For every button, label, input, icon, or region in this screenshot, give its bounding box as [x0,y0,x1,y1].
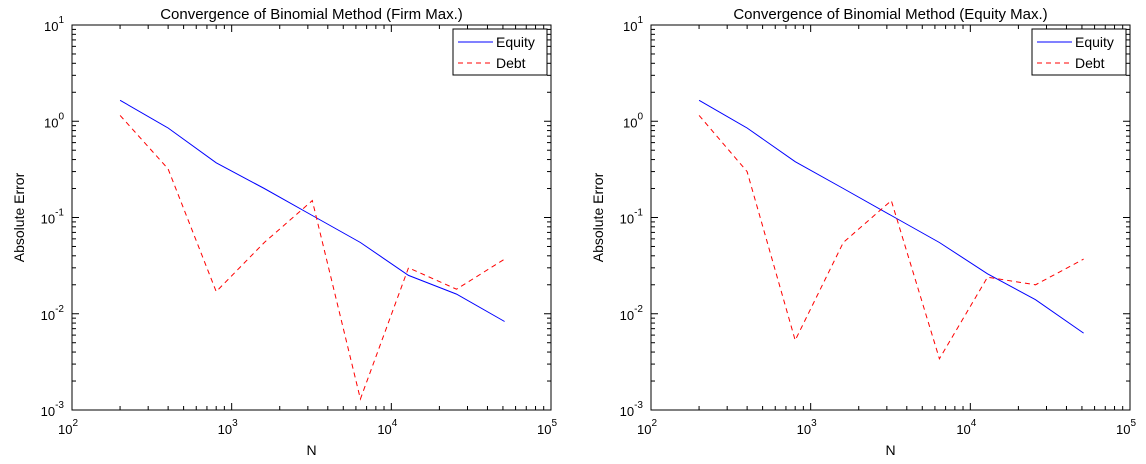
x-tick-label: 104 [956,418,976,437]
chart-title: Convergence of Binomial Method (Firm Max… [160,6,463,23]
left-chart-panel: Convergence of Binomial Method (Firm Max… [11,6,557,458]
y-tick-label: 10-3 [41,400,65,419]
axis-ticks: 102 103 104 105 10-3 10-2 10-1 100 101 [41,15,558,437]
chart-title: Convergence of Binomial Method (Equity M… [733,6,1047,23]
legend-label: Debt [496,55,526,71]
y-axis-label: Absolute Error [11,172,27,262]
x-tick-label: 104 [377,418,397,437]
series-lines [119,99,505,401]
y-tick-label: 101 [44,15,64,34]
legend-label: Equity [496,34,535,50]
y-tick-label: 10-3 [620,400,644,419]
y-axis-label: Absolute Error [590,172,606,262]
x-tick-label: 105 [537,418,557,437]
legend-box [1031,28,1127,76]
y-tick-label: 10-1 [41,208,65,227]
x-tick-label: 102 [58,418,78,437]
legend-label: Equity [1075,34,1114,50]
y-tick-label: 10-1 [620,208,644,227]
series-line-debt [119,115,505,401]
legend: Equity Debt [452,28,548,76]
legend: Equity Debt [1031,28,1127,76]
y-tick-label: 100 [44,111,64,130]
x-tick-label: 105 [1116,418,1136,437]
axis-ticks: 102 103 104 105 10-3 10-2 10-1 100 101 [620,15,1137,437]
series-lines [698,99,1084,361]
y-tick-label: 10-2 [620,304,644,323]
series-line-equity [119,99,505,322]
x-tick-label: 103 [797,418,817,437]
x-tick-label: 103 [218,418,238,437]
legend-label: Debt [1075,55,1105,71]
series-line-equity [698,99,1084,334]
series-line-debt [698,115,1084,361]
x-tick-label: 102 [637,418,657,437]
y-tick-label: 101 [623,15,643,34]
legend-box [452,28,548,76]
x-axis-label: N [885,442,895,458]
y-tick-label: 100 [623,111,643,130]
x-axis-label: N [306,442,316,458]
y-tick-label: 10-2 [41,304,65,323]
right-chart-panel: Convergence of Binomial Method (Equity M… [590,6,1136,458]
